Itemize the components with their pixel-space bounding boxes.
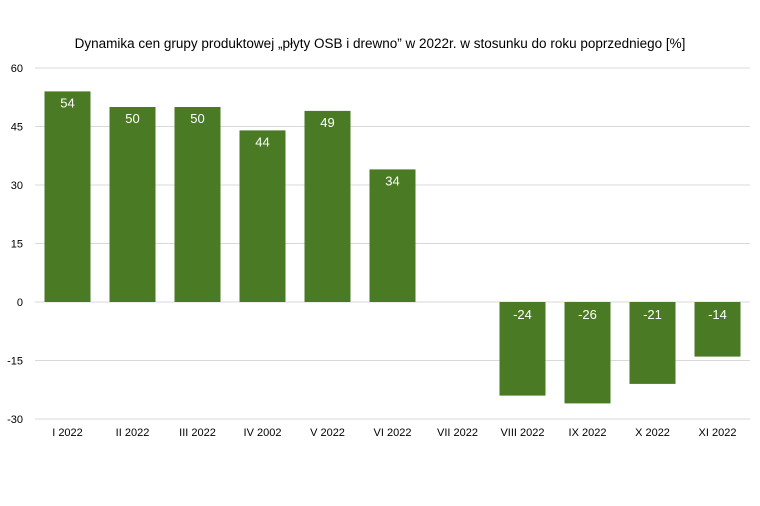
bar (694, 302, 741, 357)
data-label: 50 (190, 111, 204, 126)
bar (629, 302, 676, 384)
bar (564, 302, 611, 404)
bar (109, 107, 156, 302)
bar (369, 169, 416, 302)
y-tick-label: 45 (11, 122, 23, 134)
y-tick-label: -15 (7, 356, 23, 368)
x-tick-label: XI 2022 (699, 427, 737, 439)
x-tick-label: II 2022 (116, 427, 150, 439)
x-tick-label: III 2022 (179, 427, 216, 439)
data-label: -21 (643, 307, 662, 322)
bar (239, 130, 286, 302)
x-tick-label: VII 2022 (437, 427, 478, 439)
x-tick-label: X 2022 (635, 427, 670, 439)
bar (174, 107, 221, 302)
data-label: -24 (513, 307, 532, 322)
data-label: 34 (385, 173, 399, 188)
chart-title: Dynamika cen grupy produktowej „płyty OS… (74, 36, 686, 51)
x-tick-label: IV 2002 (244, 427, 282, 439)
y-tick-label: 0 (17, 297, 23, 309)
y-tick-label: 15 (11, 239, 23, 251)
data-label: -26 (578, 307, 597, 322)
x-tick-label: V 2022 (310, 427, 345, 439)
bar (304, 110, 351, 303)
x-tick-label: VIII 2022 (500, 427, 544, 439)
bar (44, 91, 91, 303)
y-tick-label: 60 (11, 63, 23, 75)
x-tick-label: VI 2022 (374, 427, 412, 439)
data-label: -14 (708, 307, 727, 322)
data-label: 49 (320, 115, 334, 130)
data-label: 50 (125, 111, 139, 126)
x-tick-label: I 2022 (52, 427, 83, 439)
x-tick-label: IX 2022 (569, 427, 607, 439)
y-tick-label: -30 (7, 414, 23, 426)
y-tick-label: 30 (11, 180, 23, 192)
data-label: 54 (60, 95, 74, 110)
bar (499, 302, 546, 396)
data-label: 44 (255, 134, 269, 149)
